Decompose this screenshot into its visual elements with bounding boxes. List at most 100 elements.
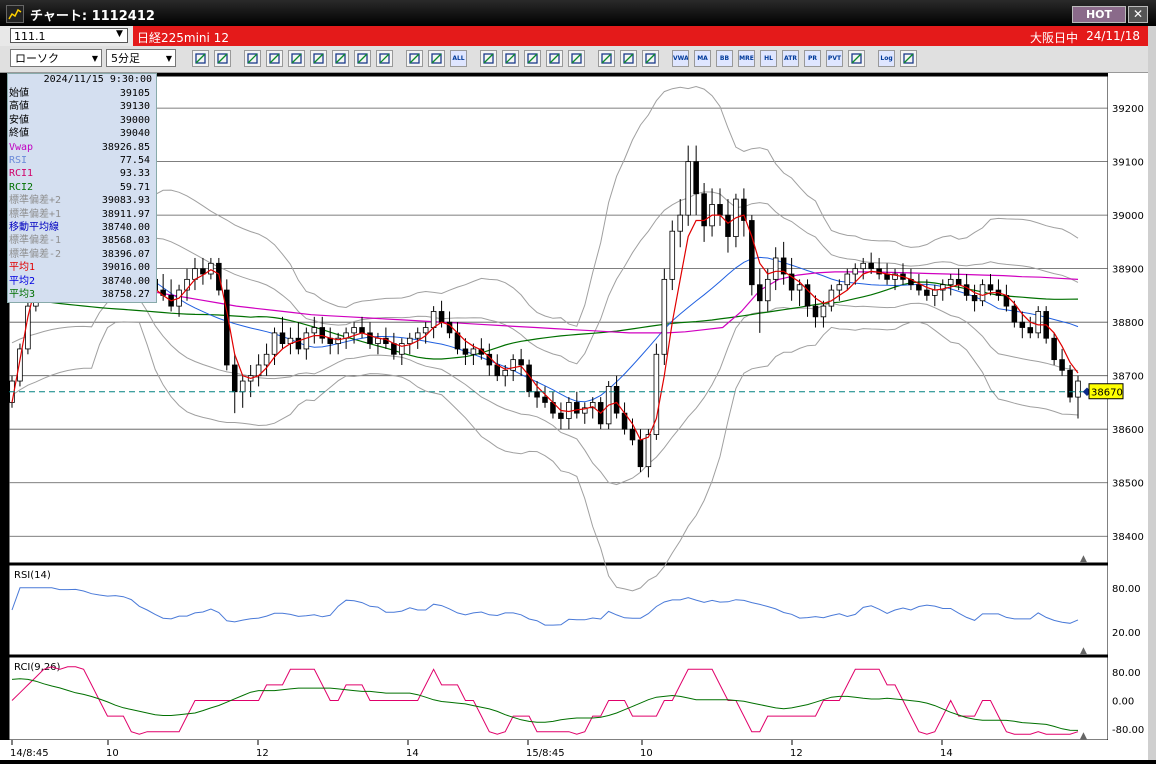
cursor-icon[interactable] (288, 50, 305, 67)
candle-body (438, 311, 445, 323)
rci-tick-label: -80.00 (1112, 725, 1144, 736)
pr-icon[interactable]: PR (804, 50, 821, 67)
pvt-icon[interactable]: PVT (826, 50, 843, 67)
candle-body (231, 364, 238, 393)
info-row: RCI2 59.71 (8, 181, 154, 194)
candle-body (239, 380, 246, 393)
hot-button[interactable]: HOT (1072, 6, 1126, 23)
candle-body (1075, 380, 1081, 398)
candle-body (1067, 369, 1073, 398)
rci-panel (8, 656, 1109, 741)
candle-body (932, 289, 938, 296)
info-label: 平均3 (9, 289, 36, 300)
chevron-down-icon: ▼ (165, 54, 172, 63)
info-label: 移動平均線 (9, 222, 59, 233)
candle-body (788, 273, 795, 291)
chart-type-select[interactable]: ローソク ▼ (10, 49, 102, 67)
rci-tick-label: 0.00 (1112, 697, 1134, 708)
buysell-icon[interactable] (546, 50, 563, 67)
candle-body (645, 434, 652, 468)
info-label: 標準偏差+2 (9, 195, 62, 207)
bb-icon[interactable]: BB (716, 50, 733, 67)
main-panel (8, 75, 1109, 564)
info-row: 安値 39000 (8, 114, 154, 127)
tool-icon[interactable] (620, 50, 637, 67)
price-tick-label: 38700 (1112, 372, 1144, 383)
mre-icon[interactable]: MRE (738, 50, 755, 67)
rect-icon[interactable] (568, 50, 585, 67)
info-label: 始値 (9, 88, 29, 99)
candle-body (701, 193, 707, 227)
info-label: 平均1 (9, 262, 36, 274)
info-row: 標準偏差-2 38396.07 (8, 248, 154, 261)
close-button[interactable]: ✕ (1128, 6, 1148, 23)
mark-icon[interactable] (480, 50, 497, 67)
info-value: 39000 (119, 114, 150, 126)
zoom-icon[interactable] (192, 50, 209, 67)
window-edge (1148, 26, 1156, 760)
crosshair-icon[interactable] (214, 50, 231, 67)
candle-body (534, 391, 540, 398)
info-label: RCI2 (9, 181, 34, 193)
rci2-line (11, 678, 1079, 731)
vwap-icon[interactable]: VWAP (672, 50, 689, 67)
candle-body (868, 262, 874, 270)
candle-icon[interactable] (406, 50, 423, 67)
export-icon[interactable] (900, 50, 917, 67)
chart-app-icon (6, 5, 24, 23)
time-tick-label: 14 (940, 748, 953, 759)
split-icon[interactable] (428, 50, 445, 67)
bollinger-band (11, 191, 1079, 365)
interval-select[interactable]: 5分足 ▼ (106, 49, 176, 67)
candle-body (876, 268, 882, 275)
note-icon[interactable] (354, 50, 371, 67)
candle-body (319, 327, 326, 339)
candle-body (399, 343, 405, 355)
palette-icon[interactable] (642, 50, 659, 67)
candle-body (17, 348, 23, 382)
time-tick-label: 12 (256, 748, 269, 759)
candle-body (947, 278, 954, 286)
pen-icon[interactable] (244, 50, 261, 67)
info-row: 移動平均線 38740.00 (8, 221, 154, 234)
candle-body (391, 343, 397, 355)
info-value: 39040 (119, 128, 150, 140)
log-icon[interactable]: Log (878, 50, 895, 67)
info-datetime: 2024/11/15 9:30:00 (43, 74, 152, 85)
hl-icon[interactable]: HL (760, 50, 777, 67)
chart-area[interactable]: 39200 39100 39000 38900 38800 38700 38600 38500… (0, 73, 1148, 760)
time-tick-label: 14/8:45 (10, 748, 49, 759)
rsi-tick-label: 20.00 (1112, 628, 1141, 639)
candle-body (1051, 337, 1057, 361)
target-icon[interactable] (502, 50, 519, 67)
trash-icon[interactable] (376, 50, 393, 67)
candle-body (741, 198, 747, 221)
ma-icon[interactable]: MA (694, 50, 711, 67)
chart-svg[interactable]: 39200 39100 39000 38900 38800 38700 38600 38500… (0, 73, 1148, 760)
candle-body (430, 311, 437, 328)
window-titlebar: チャート: 1112412 HOT ✕ (0, 0, 1156, 26)
price-tick-label: 39200 (1112, 104, 1144, 115)
instrument-bar: 111.1 ▼ 日経225mini 12 大阪日中 24/11/18 (0, 26, 1148, 46)
box-icon[interactable] (848, 50, 865, 67)
info-value: 77.54 (119, 155, 150, 166)
all-icon[interactable]: ALL (450, 50, 467, 67)
info-row: RCI1 93.33 (8, 167, 154, 180)
info-value: 93.33 (119, 168, 150, 180)
info-row: 平均3 38758.27 (8, 288, 154, 301)
grid-icon[interactable] (524, 50, 541, 67)
pattern-icon[interactable] (598, 50, 615, 67)
bollinger-band (11, 85, 1079, 327)
hand-icon[interactable] (310, 50, 327, 67)
info-row: 標準偏差+2 39083.93 (8, 194, 154, 207)
candle-body (295, 337, 302, 350)
candle-body (566, 402, 572, 419)
trend-icon[interactable] (332, 50, 349, 67)
price-tick-label: 38900 (1112, 265, 1144, 276)
symbol-code-input[interactable]: 111.1 (10, 28, 128, 43)
candle-body (780, 257, 787, 275)
atr-icon[interactable]: ATR (782, 50, 799, 67)
draw-icon[interactable] (266, 50, 283, 67)
chevron-down-icon[interactable]: ▼ (116, 29, 123, 39)
time-tick-label: 10 (106, 748, 119, 759)
